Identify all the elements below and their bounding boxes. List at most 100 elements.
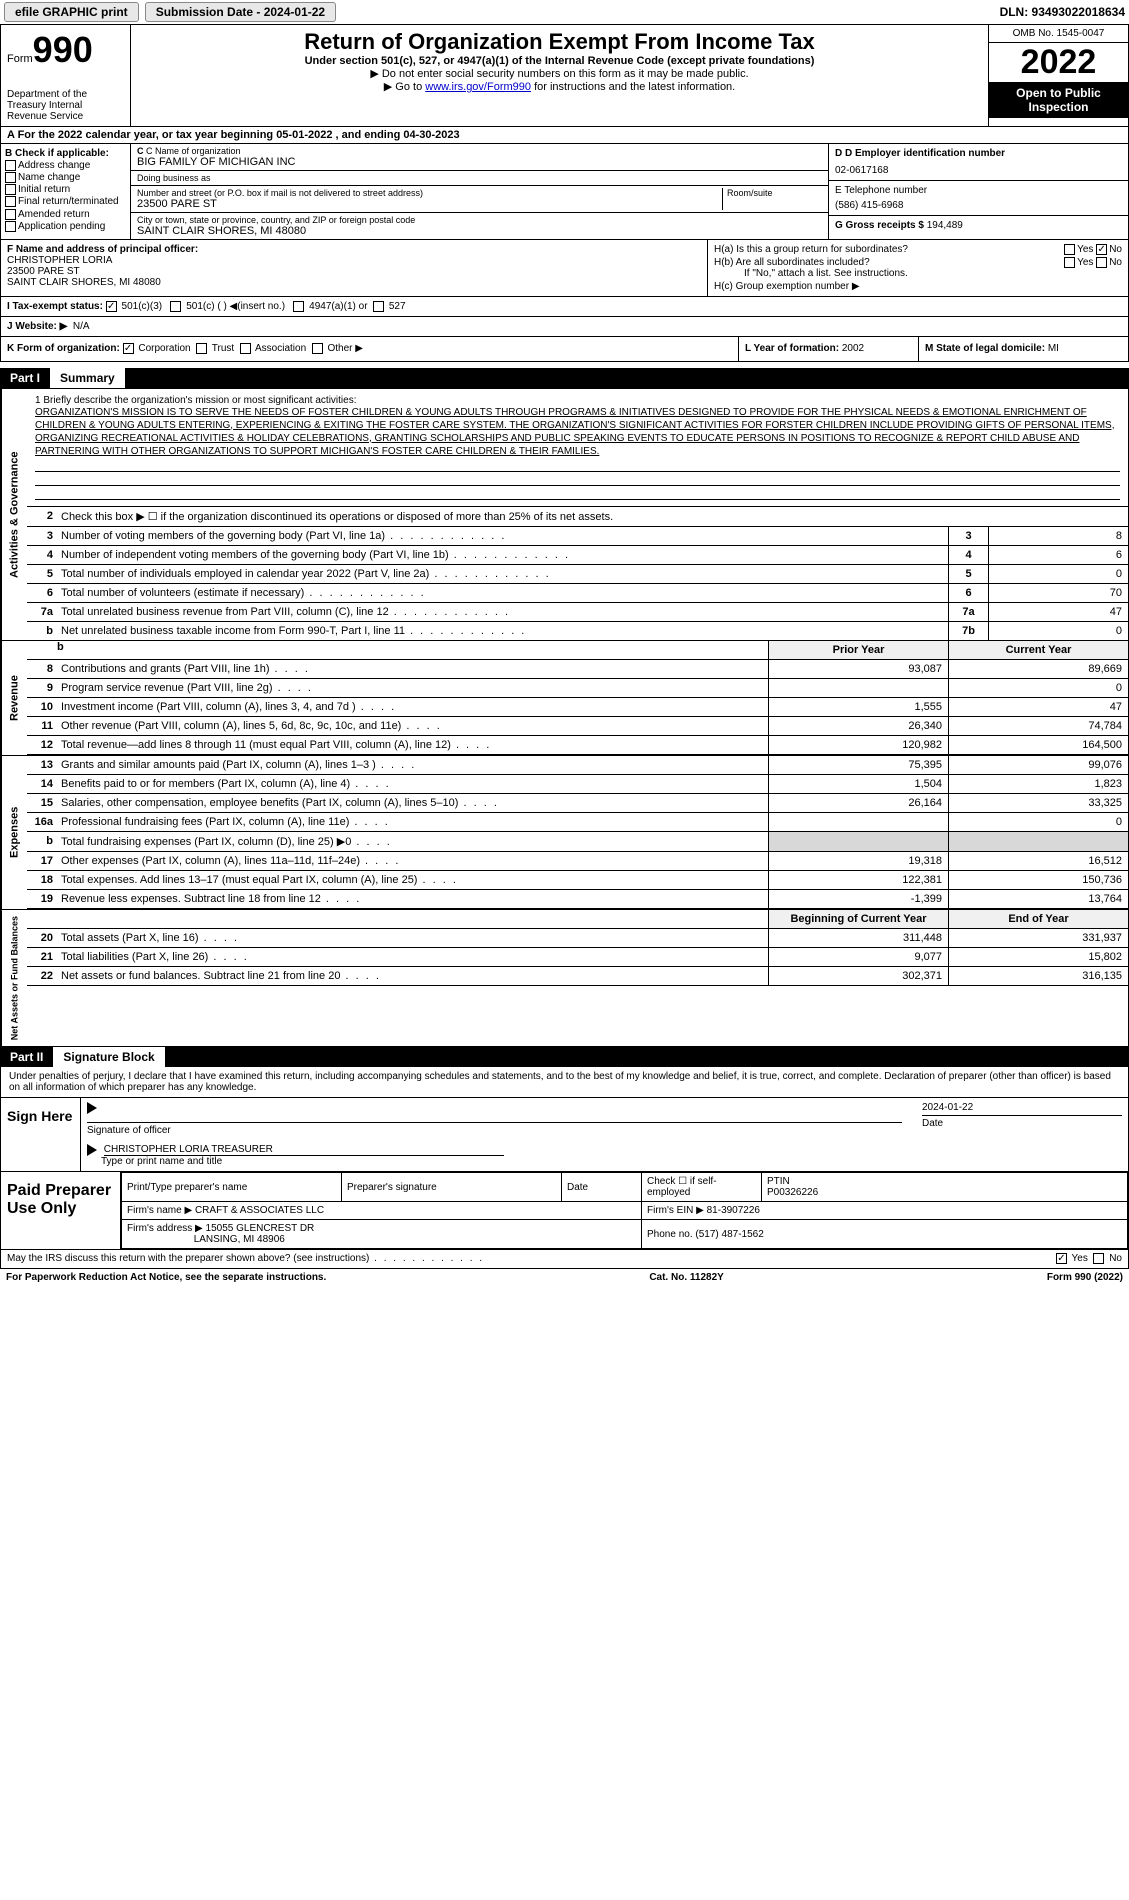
firm-ein-label: Firm's EIN ▶ [647, 1205, 704, 1216]
gross-value: 194,489 [927, 220, 963, 231]
col-b-checkboxes: B Check if applicable: Address change Na… [1, 144, 131, 239]
ptin-value: P00326226 [767, 1187, 818, 1198]
efile-print-button[interactable]: efile GRAPHIC print [4, 2, 139, 22]
fin-row: 8Contributions and grants (Part VIII, li… [27, 660, 1128, 679]
omb-number: OMB No. 1545-0047 [989, 25, 1128, 43]
prep-date-header: Date [562, 1173, 642, 1202]
tel-value: (586) 415-6968 [835, 200, 1122, 211]
firm-name: CRAFT & ASSOCIATES LLC [195, 1205, 324, 1216]
chk-corp[interactable]: ✓ [123, 343, 134, 354]
boy-header: Beginning of Current Year [768, 910, 948, 929]
sig-officer-label: Signature of officer [87, 1125, 902, 1136]
officer-name: CHRISTOPHER LORIA [7, 255, 701, 266]
form-number: 990 [33, 29, 93, 70]
tax-year: 2022 [989, 43, 1128, 82]
row-a-tax-year: A For the 2022 calendar year, or tax yea… [0, 127, 1129, 144]
net-assets-section: Net Assets or Fund Balances Beginning of… [0, 910, 1129, 1047]
arrow-icon [87, 1102, 97, 1114]
fin-row: 15Salaries, other compensation, employee… [27, 794, 1128, 813]
note2-pre: ▶ Go to [384, 81, 425, 93]
governance-section: Activities & Governance 1 Briefly descri… [0, 388, 1129, 641]
discuss-yes[interactable]: ✓ [1056, 1253, 1067, 1264]
paid-preparer-block: Paid Preparer Use Only Print/Type prepar… [0, 1172, 1129, 1250]
note2-post: for instructions and the latest informat… [531, 81, 735, 93]
ptin-label: PTIN [767, 1176, 790, 1187]
chk-name-change[interactable]: Name change [5, 172, 126, 183]
row-i-tax-status: I Tax-exempt status: ✓ 501(c)(3) 501(c) … [0, 297, 1129, 317]
form-title: Return of Organization Exempt From Incom… [139, 29, 980, 55]
chk-assoc[interactable] [240, 343, 251, 354]
fin-row: 9Program service revenue (Part VIII, lin… [27, 679, 1128, 698]
discuss-row: May the IRS discuss this return with the… [0, 1250, 1129, 1268]
k-form-org: K Form of organization: ✓ Corporation Tr… [1, 337, 738, 360]
prep-self-emp: Check ☐ if self-employed [642, 1173, 762, 1202]
sig-name-label: Type or print name and title [101, 1156, 1122, 1167]
h-a-no[interactable]: ✓ [1096, 244, 1107, 255]
chk-501c3[interactable]: ✓ [106, 301, 117, 312]
header-center: Return of Organization Exempt From Incom… [131, 25, 988, 126]
main-info-block: B Check if applicable: Address change Na… [0, 144, 1129, 240]
fin-row: 21Total liabilities (Part X, line 26)9,0… [27, 948, 1128, 967]
discuss-no[interactable] [1093, 1253, 1104, 1264]
form-subtitle: Under section 501(c), 527, or 4947(a)(1)… [139, 55, 980, 67]
h-b-yes[interactable] [1064, 257, 1075, 268]
firm-addr-label: Firm's address ▶ [127, 1223, 203, 1234]
l-year-formation: L Year of formation: 2002 [738, 337, 918, 360]
expenses-section: Expenses 13Grants and similar amounts pa… [0, 756, 1129, 910]
fin-row: 19Revenue less expenses. Subtract line 1… [27, 890, 1128, 909]
year-header-revenue: b Prior Year Current Year [27, 641, 1128, 660]
year-header-net: Beginning of Current Year End of Year [27, 910, 1128, 929]
chk-final-return[interactable]: Final return/terminated [5, 196, 126, 207]
submission-date-button[interactable]: Submission Date - 2024-01-22 [145, 2, 336, 22]
footer-cat: Cat. No. 11282Y [649, 1272, 723, 1283]
h-b-no[interactable] [1096, 257, 1107, 268]
col-c-org-info: C C Name of organization BIG FAMILY OF M… [131, 144, 828, 239]
chk-527[interactable] [373, 301, 384, 312]
part-1-tag: Part I [0, 368, 50, 388]
h-c-label: H(c) Group exemption number ▶ [714, 281, 1122, 292]
vlabel-revenue: Revenue [1, 641, 27, 755]
sig-date-label: Date [922, 1118, 1122, 1129]
irs-link[interactable]: www.irs.gov/Form990 [425, 81, 531, 93]
section-f: F Name and address of principal officer:… [1, 240, 708, 296]
vlabel-expenses: Expenses [1, 756, 27, 909]
chk-trust[interactable] [196, 343, 207, 354]
part-2-title: Signature Block [53, 1047, 164, 1067]
chk-amended[interactable]: Amended return [5, 209, 126, 220]
sig-date: 2024-01-22 [922, 1102, 1122, 1113]
h-a-yes[interactable] [1064, 244, 1075, 255]
i-label: I Tax-exempt status: [7, 301, 103, 312]
fin-row: bTotal fundraising expenses (Part IX, co… [27, 832, 1128, 852]
tel-label: E Telephone number [835, 185, 1122, 196]
firm-phone: (517) 487-1562 [695, 1229, 763, 1240]
part-2-header: Part II Signature Block [0, 1047, 1129, 1067]
chk-address-change[interactable]: Address change [5, 160, 126, 171]
f-h-block: F Name and address of principal officer:… [0, 240, 1129, 297]
fin-row: 14Benefits paid to or for members (Part … [27, 775, 1128, 794]
addr-value: 23500 PARE ST [137, 198, 722, 210]
prep-name-header: Print/Type preparer's name [122, 1173, 342, 1202]
fin-row: 20Total assets (Part X, line 16)311,4483… [27, 929, 1128, 948]
part-1-title: Summary [50, 368, 125, 388]
current-year-header: Current Year [948, 641, 1128, 660]
fin-row: 17Other expenses (Part IX, column (A), l… [27, 852, 1128, 871]
top-bar: efile GRAPHIC print Submission Date - 20… [0, 0, 1129, 25]
firm-addr: 15055 GLENCREST DR [206, 1223, 315, 1234]
open-inspection: Open to Public Inspection [989, 82, 1128, 118]
chk-application-pending[interactable]: Application pending [5, 221, 126, 232]
h-b-label: H(b) Are all subordinates included? [714, 257, 870, 268]
header-right: OMB No. 1545-0047 2022 Open to Public In… [988, 25, 1128, 126]
arrow-icon-2 [87, 1144, 97, 1156]
chk-initial-return[interactable]: Initial return [5, 184, 126, 195]
form-header: Form990 Department of the Treasury Inter… [0, 25, 1129, 127]
city-value: SAINT CLAIR SHORES, MI 48080 [137, 225, 822, 237]
form-word: Form [7, 53, 33, 65]
gov-row: 3Number of voting members of the governi… [27, 527, 1128, 546]
form-note-2: ▶ Go to www.irs.gov/Form990 for instruct… [139, 80, 980, 93]
chk-4947[interactable] [293, 301, 304, 312]
city-label: City or town, state or province, country… [137, 215, 822, 225]
chk-501c[interactable] [170, 301, 181, 312]
ein-label: D D Employer identification number [835, 148, 1122, 159]
chk-other[interactable] [312, 343, 323, 354]
firm-phone-label: Phone no. [647, 1229, 693, 1240]
